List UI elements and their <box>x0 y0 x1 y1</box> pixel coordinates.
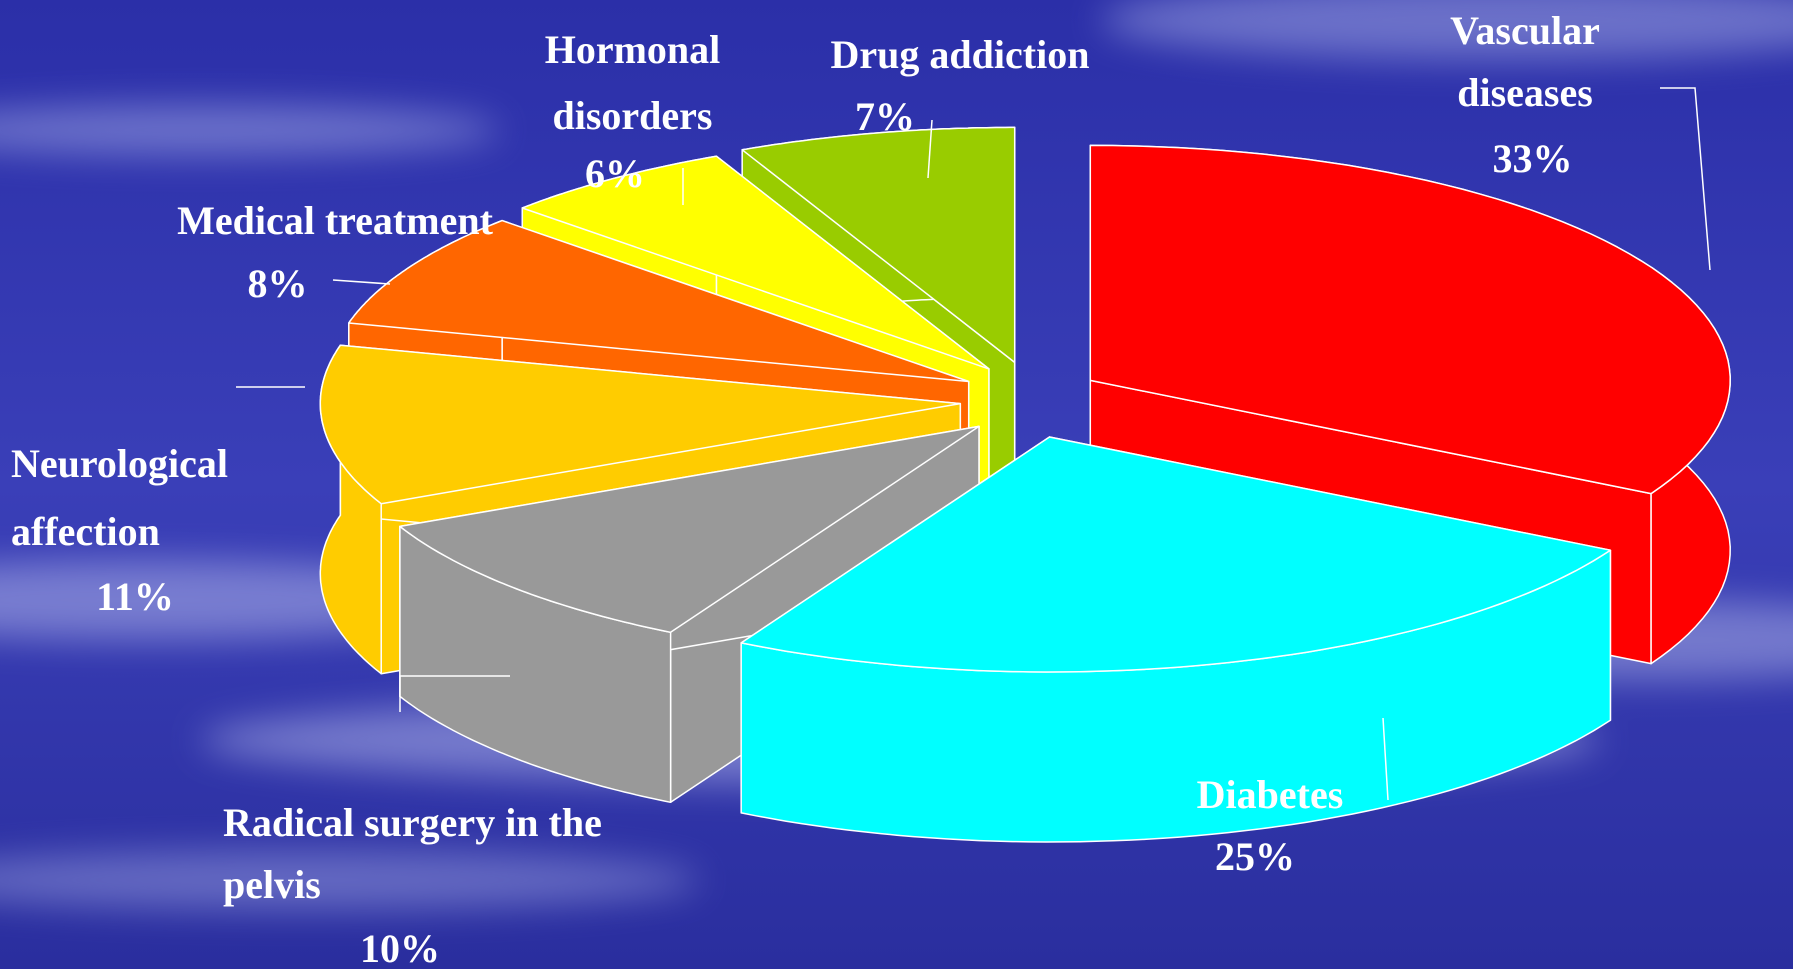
value-label: 33% <box>1492 136 1573 181</box>
leader-line <box>399 675 510 712</box>
slice-top <box>521 155 990 370</box>
leader-line <box>332 279 391 285</box>
pie <box>319 126 1731 843</box>
value-label: 8% <box>247 261 308 306</box>
leader-line <box>1382 717 1389 801</box>
category-label: Diabetes <box>1196 772 1344 817</box>
slice-top <box>740 436 1612 673</box>
category-label: Neurological affection <box>11 441 229 554</box>
category-label: Medical treatment <box>177 198 493 243</box>
leader-lines <box>236 87 1711 801</box>
value-label: 25% <box>1215 834 1295 879</box>
value-label: 11% <box>96 574 174 619</box>
slice-top <box>399 425 980 634</box>
slice-top <box>1089 144 1731 495</box>
slice-top <box>348 219 970 383</box>
slice-top <box>319 344 962 505</box>
category-label: Hormonal disorders <box>544 27 721 138</box>
category-label: Vascular diseases <box>1450 8 1600 115</box>
pie-slice <box>740 436 1612 843</box>
value-label: 6% <box>585 151 645 196</box>
leader-line <box>927 119 933 179</box>
category-label: Drug addiction <box>830 32 1090 77</box>
value-label: 7% <box>855 94 915 139</box>
value-label: 10% <box>360 926 440 971</box>
slice-top <box>741 126 1016 364</box>
category-label: Radical surgery in the pelvis <box>223 800 602 907</box>
pie-slice <box>399 425 980 804</box>
leader-line <box>1660 87 1711 271</box>
slice-label: Vascular diseases <box>1400 0 1650 124</box>
